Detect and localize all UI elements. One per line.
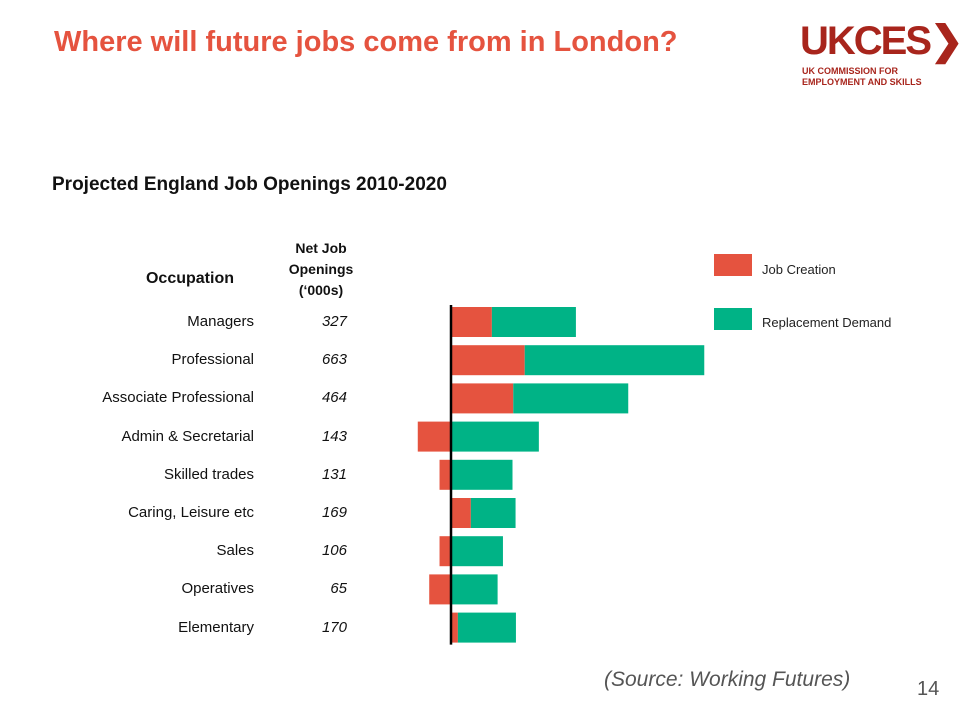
logo-wordmark: UKCES❯	[800, 19, 960, 63]
net-openings-value: 464	[321, 389, 347, 407]
net-openings-value: 65	[330, 580, 347, 598]
ukces-logo: UKCES❯ UK COMMISSION FOR EMPLOYMENT AND …	[800, 20, 960, 90]
category-label: Caring, Leisure etc	[128, 504, 254, 521]
legend-label-job-creation: Job Creation	[762, 262, 836, 277]
bar-replacement-demand	[451, 574, 498, 605]
occupation-column-header: Occupation	[145, 270, 234, 287]
bar-replacement-demand	[451, 421, 539, 452]
bar-replacement-demand	[451, 459, 513, 490]
legend-swatch-replacement-demand	[714, 308, 752, 330]
bar-job-creation	[451, 383, 514, 414]
bar-replacement-demand	[513, 383, 629, 414]
slide-title: Where will future jobs come from in Lond…	[54, 26, 678, 58]
net-openings-value: 169	[321, 504, 347, 521]
category-label: Skilled trades	[163, 465, 254, 483]
chart-title: Projected England Job Openings 2010-2020	[52, 174, 447, 195]
net-openings-value: 106	[321, 542, 347, 560]
bar-job-creation	[451, 612, 458, 643]
bar-job-creation	[439, 459, 451, 490]
category-label: Associate Professional	[102, 389, 254, 407]
bar-job-creation	[439, 536, 451, 567]
source-note: (Source: Working Futures)	[604, 668, 851, 691]
category-label: Professional	[171, 351, 254, 369]
legend-swatch-job-creation	[714, 254, 752, 276]
net-openings-value: 131	[321, 465, 347, 483]
bar-job-creation	[451, 345, 525, 376]
bar-replacement-demand	[491, 307, 576, 337]
category-label: Sales	[216, 542, 254, 560]
bar-replacement-demand	[457, 612, 516, 643]
bar-job-creation	[451, 498, 471, 528]
legend-label-replacement-demand: Replacement Demand	[762, 315, 892, 330]
bar-replacement-demand	[470, 498, 516, 528]
category-label: Managers	[187, 313, 254, 330]
net-openings-value: 143	[321, 427, 347, 445]
bar-replacement-demand	[451, 536, 503, 567]
bar-job-creation	[451, 307, 492, 337]
net-openings-value: 663	[321, 351, 347, 369]
category-label: Admin & Secretarial	[121, 427, 254, 445]
net-openings-value: 327	[321, 313, 347, 330]
category-label: Elementary	[178, 618, 254, 636]
logo-chevron-icon: ❯	[930, 19, 960, 63]
page-number: 14	[917, 678, 940, 700]
logo-subtitle: UK COMMISSION FOR EMPLOYMENT AND SKILLS	[802, 66, 922, 87]
net-openings-value: 170	[321, 618, 347, 636]
bar-job-creation	[417, 421, 451, 452]
bar-replacement-demand	[524, 345, 705, 376]
category-label: Operatives	[181, 580, 254, 598]
bar-job-creation	[429, 574, 451, 605]
net-openings-column-header: Net Job Openings (‘000s)	[288, 240, 354, 298]
